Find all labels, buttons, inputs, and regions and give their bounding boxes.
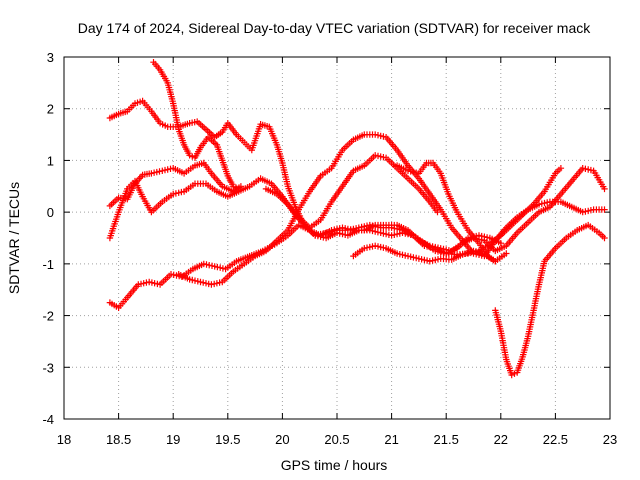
x-tick-label: 19 bbox=[166, 432, 180, 447]
data-point bbox=[382, 230, 390, 238]
data-point bbox=[497, 240, 504, 247]
x-tick-label: 21.5 bbox=[434, 432, 459, 447]
data-point bbox=[200, 279, 207, 286]
data-point bbox=[164, 166, 171, 173]
data-point bbox=[557, 165, 565, 172]
data-point bbox=[426, 258, 433, 265]
data-series bbox=[492, 221, 608, 379]
data-marks bbox=[106, 59, 608, 379]
x-tick-label: 23 bbox=[603, 432, 617, 447]
x-tick-label: 20.5 bbox=[324, 432, 349, 447]
data-series bbox=[106, 165, 608, 311]
data-point bbox=[399, 229, 406, 236]
x-tick-labels: 18 18.5 19 19.5 20 20.5 21 21.5 22 22.5 23 bbox=[57, 432, 617, 447]
x-tick-label: 22.5 bbox=[543, 432, 568, 447]
x-tick-label: 20 bbox=[275, 432, 289, 447]
data-series bbox=[393, 159, 499, 265]
data-point bbox=[418, 256, 425, 263]
data-point bbox=[434, 208, 441, 216]
data-series bbox=[350, 242, 510, 265]
x-axis-label: GPS time / hours bbox=[281, 457, 388, 473]
grid bbox=[64, 57, 610, 419]
data-point bbox=[601, 206, 608, 213]
y-tick-label: 1 bbox=[47, 153, 54, 168]
y-tick-label: -4 bbox=[42, 412, 54, 427]
y-tick-label: -3 bbox=[42, 360, 54, 375]
y-tick-label: 3 bbox=[47, 50, 54, 65]
x-tick-label: 19.5 bbox=[215, 432, 240, 447]
data-point bbox=[535, 201, 543, 208]
y-tick-label: 0 bbox=[47, 205, 54, 220]
y-tick-label: 2 bbox=[47, 102, 54, 117]
y-axis-label: SDTVAR / TECUs bbox=[6, 182, 22, 294]
data-point bbox=[437, 245, 444, 252]
y-tick-labels: -4 -3 -2 -1 0 1 2 3 bbox=[42, 50, 54, 427]
data-point bbox=[582, 165, 589, 172]
plot-frame bbox=[63, 56, 611, 420]
y-tick-label: -2 bbox=[42, 309, 54, 324]
data-point bbox=[601, 234, 608, 242]
data-point bbox=[492, 258, 499, 265]
x-tick-label: 18.5 bbox=[106, 432, 131, 447]
x-tick-label: 18 bbox=[57, 432, 71, 447]
data-point bbox=[508, 371, 515, 379]
data-point bbox=[391, 231, 398, 238]
x-tick-label: 22 bbox=[494, 432, 508, 447]
x-tick-label: 21 bbox=[384, 432, 398, 447]
chart-title: Day 174 of 2024, Sidereal Day-to-day VTE… bbox=[78, 20, 591, 36]
data-point bbox=[601, 185, 608, 193]
data-series bbox=[175, 131, 608, 288]
data-point bbox=[503, 250, 510, 257]
y-tick-label: -1 bbox=[42, 257, 54, 272]
data-series bbox=[262, 152, 441, 231]
